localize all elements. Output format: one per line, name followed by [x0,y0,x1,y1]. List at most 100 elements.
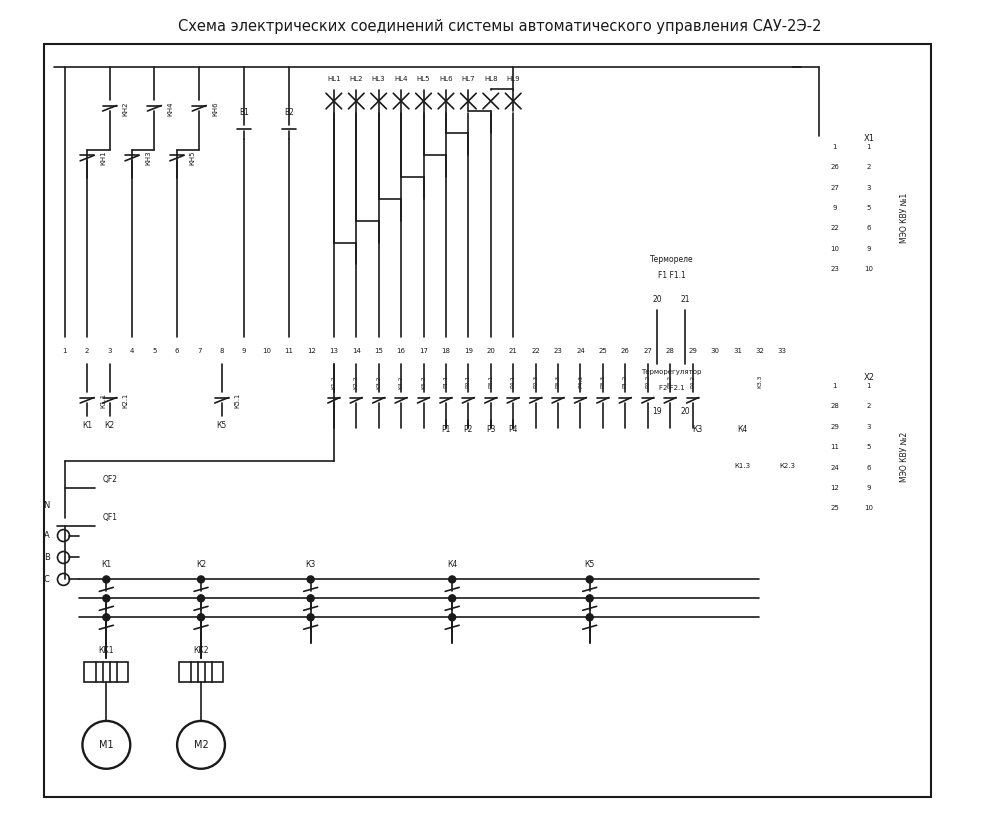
Text: 2: 2 [85,348,89,353]
Bar [76,416,98,436]
Text: QF2: QF2 [103,475,118,484]
Text: P2.3: P2.3 [533,375,538,389]
Circle shape [353,64,360,70]
Text: P3.2: P3.2 [668,375,673,389]
Text: КН4: КН4 [167,101,173,115]
Text: 3: 3 [107,348,112,353]
Bar [627,359,716,401]
Text: К2: К2 [196,560,206,569]
Text: P3.3: P3.3 [600,375,605,388]
Bar [179,662,223,682]
Text: 1: 1 [866,144,871,150]
Bar [501,420,525,440]
Circle shape [465,64,472,70]
Text: 20: 20 [681,407,690,416]
Circle shape [449,614,456,621]
Circle shape [285,64,292,70]
Bar [524,337,547,364]
Text: 12: 12 [307,348,316,353]
Bar [853,478,885,498]
Bar [853,437,885,457]
Circle shape [151,64,158,70]
Bar [685,420,711,440]
Text: 9: 9 [866,485,871,491]
Bar [819,457,851,478]
Bar [722,456,760,476]
Bar [98,337,121,364]
Circle shape [285,122,292,128]
Text: 16: 16 [397,348,406,353]
Text: 12: 12 [830,485,839,491]
Bar [819,478,851,498]
Bar [704,337,726,364]
Text: 9: 9 [833,205,837,211]
Text: 10: 10 [864,266,873,272]
Bar [592,337,614,364]
Text: 3: 3 [866,424,871,429]
Bar [646,401,669,423]
Text: К1: К1 [82,421,92,430]
Circle shape [586,576,593,583]
Text: КН2: КН2 [123,101,129,115]
Text: HL3: HL3 [372,75,385,82]
Bar [819,239,851,259]
Text: Р1: Р1 [441,425,451,434]
Text: HL4: HL4 [394,75,408,82]
Text: М1: М1 [99,739,114,750]
Circle shape [106,64,113,70]
Bar [188,337,210,364]
Text: 1: 1 [866,383,871,389]
Bar [853,178,885,198]
Text: 33: 33 [778,348,787,353]
Bar [637,337,659,364]
Text: КН3: КН3 [145,151,151,165]
Text: F1 F1.1: F1 F1.1 [658,271,685,280]
Text: КН5: КН5 [190,151,196,165]
Bar [323,337,345,364]
Text: 20: 20 [486,348,495,353]
Bar [210,337,233,364]
Text: Терморегулятор: Терморегулятор [641,369,702,375]
Text: К3: К3 [692,425,703,434]
Text: К5.1: К5.1 [235,393,241,408]
Text: К1.1: К1.1 [100,393,106,408]
Text: К4: К4 [447,560,457,569]
Bar [569,337,592,364]
Circle shape [198,576,205,583]
Circle shape [196,146,203,153]
Text: 10: 10 [864,506,873,511]
Text: HL7: HL7 [462,75,475,82]
Text: P3.3: P3.3 [556,375,561,388]
Circle shape [241,64,248,70]
Text: 27: 27 [830,185,839,191]
Text: МЭО КВУ №1: МЭО КВУ №1 [900,193,909,243]
Bar [853,498,885,519]
Circle shape [196,64,203,70]
Text: 5: 5 [867,444,871,450]
Text: A: A [44,531,50,540]
Bar [726,337,749,364]
Bar [390,337,412,364]
Text: 2: 2 [867,164,871,170]
Circle shape [442,64,449,70]
Circle shape [457,90,480,113]
Text: 9: 9 [866,245,871,252]
Bar [367,337,390,364]
Bar [853,457,885,478]
Bar [853,396,885,416]
Text: К2: К2 [105,421,115,430]
Bar [300,337,323,364]
Text: HL8: HL8 [484,75,498,82]
Text: 26: 26 [621,348,630,353]
Text: 23: 23 [554,348,562,353]
Text: P2.2: P2.2 [645,375,650,389]
Circle shape [412,90,435,113]
Circle shape [106,146,113,153]
Text: М2: М2 [194,739,208,750]
Bar [99,416,121,436]
Text: КН6: КН6 [212,101,218,115]
Text: 5: 5 [152,348,157,353]
Circle shape [82,721,130,769]
Text: 28: 28 [666,348,675,353]
Text: 13: 13 [329,348,338,353]
